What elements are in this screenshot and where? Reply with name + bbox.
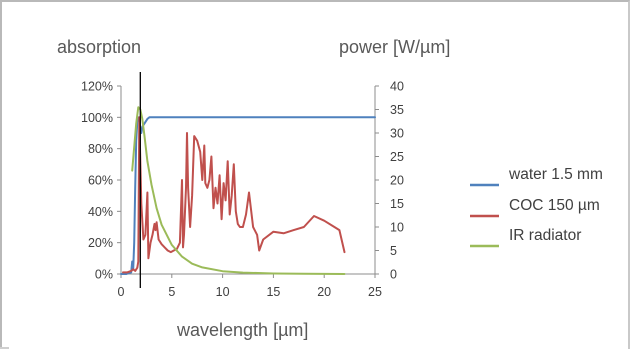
frame-corner: [0, 347, 9, 349]
legend-label: water 1.5 mm: [508, 166, 603, 183]
y-right-tick-label: 15: [390, 197, 404, 211]
x-tick-label: 10: [216, 285, 230, 299]
y-left-tick-label: 20%: [88, 236, 113, 250]
y-left-tick-label: 120%: [81, 80, 113, 94]
y-right-axis-title: power [W/µm]: [339, 37, 450, 57]
y-left-tick-label: 40%: [88, 205, 113, 219]
series-line-coc-150-m: [122, 116, 346, 274]
y-left-tick-label: 60%: [88, 174, 113, 188]
y-right-tick-label: 20: [390, 174, 404, 188]
x-tick-label: 0: [118, 285, 125, 299]
x-tick-label: 20: [317, 285, 331, 299]
y-right-tick-label: 35: [390, 103, 404, 117]
y-left-tick-label: 0%: [95, 268, 113, 282]
y-left-tick-label: 100%: [81, 111, 113, 125]
series-line-ir-radiator: [131, 106, 346, 275]
legend-label: IR radiator: [509, 227, 581, 244]
y-right-tick-label: 0: [390, 268, 397, 282]
x-tick-label: 5: [168, 285, 175, 299]
x-tick-label: 25: [368, 285, 382, 299]
y-left-axis-title: absorption: [57, 37, 141, 57]
y-right-tick-label: 5: [390, 244, 397, 258]
y-left-tick-label: 80%: [88, 142, 113, 156]
plot-area: [120, 72, 376, 288]
y-right-tick-label: 40: [390, 80, 404, 94]
legend: water 1.5 mm COC 150 µm IR radiator: [470, 166, 603, 248]
legend-label: COC 150 µm: [509, 197, 600, 214]
x-tick-label: 15: [266, 285, 280, 299]
y-right-tick-label: 10: [390, 221, 404, 235]
axes: 0% 20% 40% 60% 80% 100% 120% 0 5 10 15 20 25 30 35 40 0 5…: [81, 80, 404, 300]
x-axis-title: wavelength [µm]: [176, 320, 308, 340]
y-right-tick-label: 30: [390, 127, 404, 141]
y-right-tick-label: 25: [390, 150, 404, 164]
